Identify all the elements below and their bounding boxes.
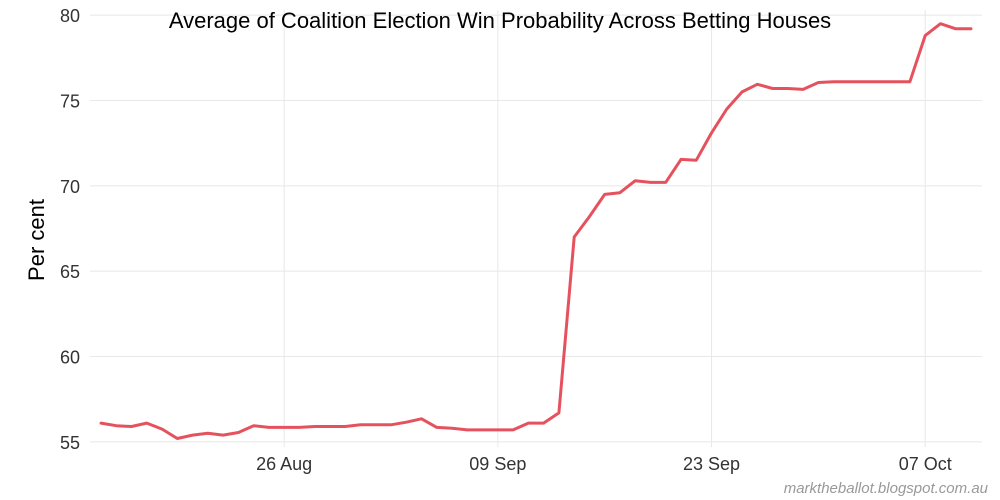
chart-title: Average of Coalition Election Win Probab… xyxy=(169,8,831,33)
y-axis-label: Per cent xyxy=(24,199,49,281)
series-line xyxy=(99,22,973,440)
x-tick-label: 26 Aug xyxy=(256,454,312,474)
x-tick-label: 23 Sep xyxy=(683,454,740,474)
x-tick-label: 07 Oct xyxy=(899,454,952,474)
source-credit: marktheballot.blogspot.com.au xyxy=(784,480,989,497)
y-tick-label: 75 xyxy=(60,91,80,111)
y-tick-label: 70 xyxy=(60,177,80,197)
x-tick-label: 09 Sep xyxy=(469,454,526,474)
x-axis-ticks: 26 Aug 09 Sep 23 Sep 07 Oct xyxy=(256,454,952,474)
y-tick-label: 55 xyxy=(60,433,80,453)
grid xyxy=(90,10,982,447)
series-layer xyxy=(99,22,973,440)
y-axis-ticks: 55 60 65 70 75 80 xyxy=(60,6,80,453)
y-tick-label: 80 xyxy=(60,6,80,26)
y-tick-label: 65 xyxy=(60,262,80,282)
y-tick-label: 60 xyxy=(60,348,80,368)
